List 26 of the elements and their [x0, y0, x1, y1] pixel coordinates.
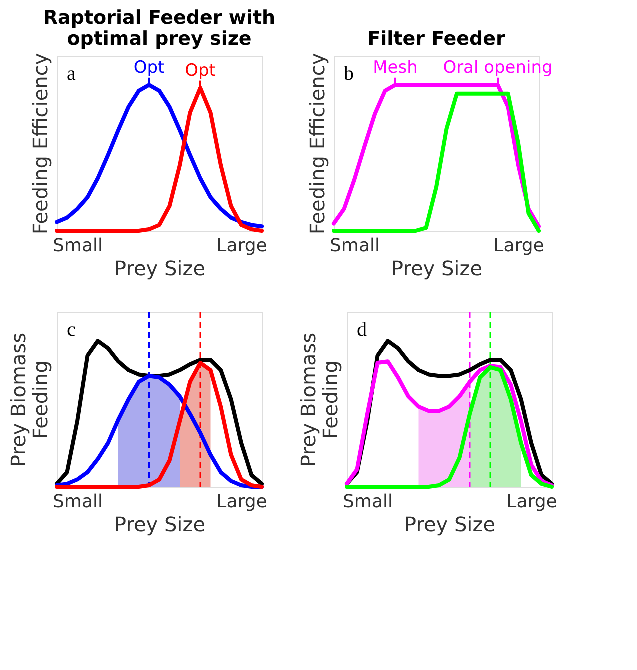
text: b — [344, 63, 354, 85]
chart-title: Raptorial Feeder with optimal prey size — [43, 6, 276, 50]
x-axis-title: Prey Size — [114, 512, 206, 536]
text: c — [67, 319, 76, 341]
y-axis-title: Feeding Efficiency — [28, 53, 52, 235]
x-axis-title: Prey Size — [391, 256, 483, 280]
annotation: Opt — [185, 60, 216, 81]
x-tick-label: Large — [506, 492, 558, 512]
x-tick-label: Large — [216, 492, 268, 512]
annotation: Oral opening — [443, 58, 553, 78]
x-tick-label: Small — [53, 236, 103, 256]
x-tick-label: Large — [494, 236, 544, 256]
x-axis-title: Prey Size — [114, 256, 206, 280]
text: d — [357, 319, 367, 341]
text: a — [67, 63, 76, 85]
y-axis-title: Feeding Efficiency — [306, 53, 330, 235]
annotation: Mesh — [373, 58, 418, 78]
annotation: Opt — [134, 58, 165, 78]
x-tick-label: Small — [53, 492, 103, 512]
y-axis-title: Prey Biomass Feeding — [296, 332, 342, 468]
x-tick-label: Small — [343, 492, 393, 512]
x-tick-label: Small — [330, 236, 380, 256]
x-tick-label: Large — [216, 236, 268, 256]
x-axis-title: Prey Size — [404, 512, 496, 536]
y-axis-title: Prey Biomass Feeding — [6, 332, 52, 468]
chart-title: Filter Feeder — [368, 28, 506, 50]
